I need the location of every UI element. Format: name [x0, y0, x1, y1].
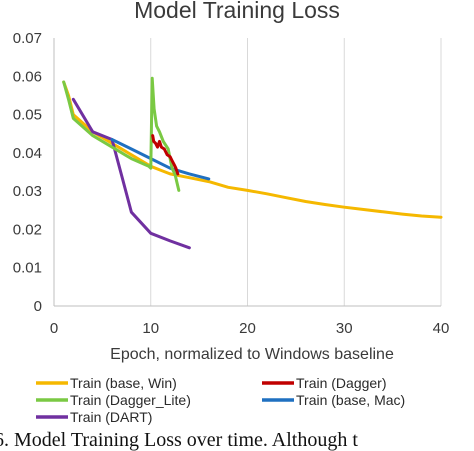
series-line-train-base-mac — [110, 138, 211, 181]
legend: Train (base, Win) Train (Dagger) Train (Da… — [36, 375, 405, 425]
legend-label: Train (Dagger_Lite) — [70, 392, 191, 408]
legend-item: Train (base, Win) — [36, 375, 177, 391]
figure-caption: 6. Model Training Loss over time. Althou… — [0, 429, 358, 451]
legend-item: Train (Dagger_Lite) — [36, 392, 191, 408]
series-line-train-base-win — [62, 80, 443, 219]
x-tick-label: 20 — [239, 320, 256, 337]
legend-item: Train (DART) — [36, 409, 152, 425]
legend-label: Train (DART) — [70, 409, 152, 425]
legend-item: Train (base, Mac) — [262, 392, 405, 408]
gridlines — [150, 38, 442, 306]
series-lines — [62, 76, 443, 250]
tick-labels: 0 0.01 0.02 0.03 0.04 0.05 0.06 0.07 0 10 20 30 40 — [13, 30, 450, 337]
y-tick-label: 0.02 — [13, 221, 42, 238]
y-tick-label: 0.01 — [13, 260, 42, 277]
series-line-train-dart — [71, 97, 191, 250]
x-tick-label: 0 — [50, 320, 58, 337]
chart-title: Model Training Loss — [134, 0, 340, 23]
y-tick-label: 0 — [34, 298, 42, 315]
x-tick-label: 40 — [433, 320, 450, 337]
legend-label: Train (base, Mac) — [296, 392, 405, 408]
series-line-train-dagger — [151, 134, 180, 176]
y-tick-label: 0.07 — [13, 30, 42, 47]
y-tick-label: 0.03 — [13, 183, 42, 200]
legend-item: Train (Dagger) — [262, 375, 387, 391]
y-tick-label: 0.04 — [13, 145, 42, 162]
x-tick-label: 30 — [336, 320, 353, 337]
x-tick-label: 10 — [142, 320, 159, 337]
legend-label: Train (Dagger) — [296, 375, 387, 391]
axes — [53, 38, 441, 307]
y-tick-label: 0.05 — [13, 107, 42, 124]
x-axis-label: Epoch, normalized to Windows baseline — [110, 346, 394, 363]
y-tick-label: 0.06 — [13, 68, 42, 85]
legend-label: Train (base, Win) — [70, 375, 177, 391]
